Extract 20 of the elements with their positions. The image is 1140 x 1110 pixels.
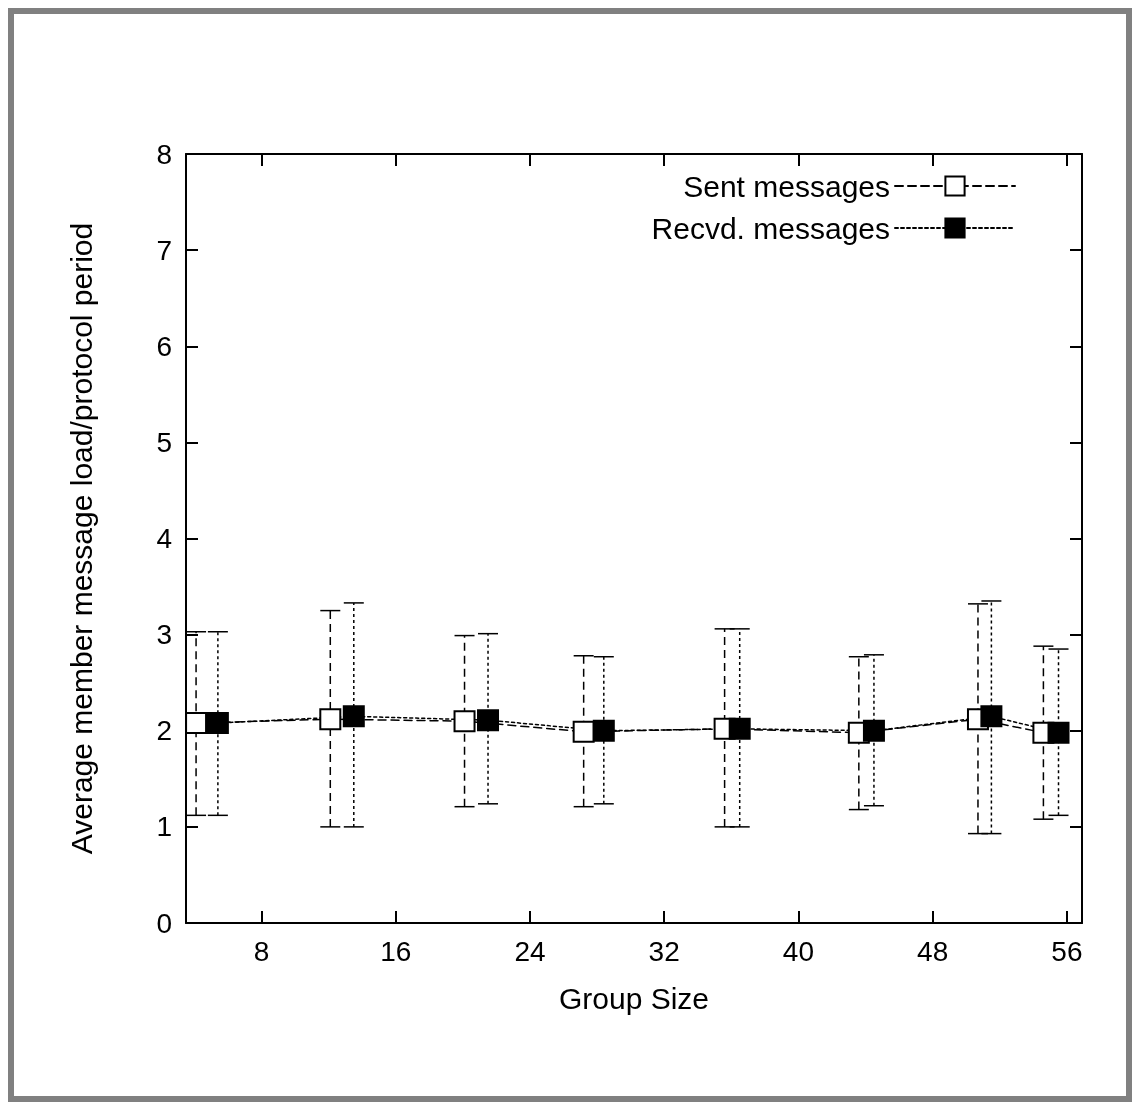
x-tick-label: 32 [648, 935, 680, 967]
y-axis-title: Average member message load/protocol period [64, 222, 98, 855]
y-tick-label: 6 [156, 330, 172, 362]
y-tick-label: 2 [156, 715, 172, 747]
x-tick-label: 24 [514, 935, 546, 967]
y-tick-label: 8 [156, 138, 172, 170]
y-tick-label: 4 [156, 523, 172, 554]
y-tick-label: 5 [156, 426, 172, 458]
y-tick-label: 1 [156, 811, 172, 843]
x-tick-label: 40 [782, 935, 815, 967]
x-tick-label: 56 [1051, 935, 1083, 967]
legend-label: Recvd. messages [651, 211, 890, 245]
y-tick-label: 0 [156, 907, 172, 939]
y-tick-label: 7 [156, 234, 172, 266]
x-tick-label: 16 [380, 935, 412, 967]
y-tick-label: 3 [156, 619, 172, 651]
x-tick-label: 8 [253, 935, 270, 967]
x-axis-title: Group Size [558, 981, 710, 1015]
legend-label: Sent messages [683, 169, 890, 203]
x-tick-label: 48 [917, 935, 949, 967]
